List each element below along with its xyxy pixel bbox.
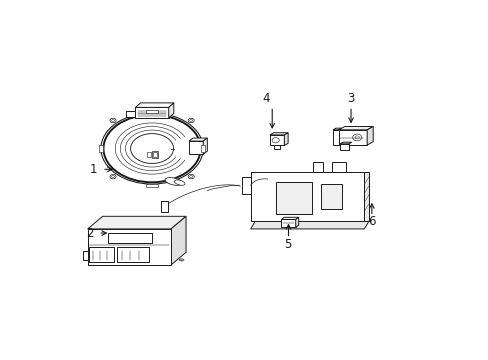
Polygon shape (332, 128, 341, 130)
Circle shape (110, 174, 116, 179)
Polygon shape (340, 142, 351, 144)
Polygon shape (161, 201, 167, 212)
Bar (153, 152, 157, 157)
Polygon shape (135, 103, 173, 107)
Polygon shape (281, 217, 298, 220)
Polygon shape (281, 220, 295, 227)
Text: 1: 1 (89, 163, 97, 176)
Ellipse shape (179, 259, 183, 261)
Ellipse shape (101, 113, 203, 184)
Polygon shape (332, 130, 338, 145)
Polygon shape (273, 145, 280, 149)
Polygon shape (188, 141, 203, 154)
Polygon shape (295, 217, 298, 227)
Polygon shape (126, 111, 135, 117)
Polygon shape (269, 135, 284, 145)
Polygon shape (338, 130, 366, 145)
Circle shape (188, 174, 194, 179)
Bar (145, 184, 158, 188)
Polygon shape (269, 133, 287, 135)
Bar (99, 145, 103, 152)
Polygon shape (364, 172, 368, 221)
Ellipse shape (130, 134, 173, 163)
Polygon shape (188, 138, 207, 141)
Polygon shape (135, 107, 168, 118)
Circle shape (352, 134, 361, 141)
Text: 3: 3 (346, 92, 354, 105)
Polygon shape (250, 221, 368, 229)
Bar (147, 152, 151, 157)
Polygon shape (366, 126, 372, 145)
Polygon shape (321, 184, 341, 209)
Polygon shape (117, 247, 148, 262)
Circle shape (110, 118, 116, 123)
Text: 4: 4 (262, 92, 270, 105)
Polygon shape (108, 233, 152, 243)
Polygon shape (332, 162, 346, 172)
Bar (151, 151, 158, 158)
Polygon shape (275, 181, 311, 214)
Text: 5: 5 (283, 238, 290, 251)
Bar (145, 109, 158, 113)
Text: 2: 2 (85, 226, 93, 240)
Polygon shape (87, 229, 171, 265)
Circle shape (271, 138, 279, 143)
Text: 6: 6 (367, 216, 375, 229)
Polygon shape (340, 144, 348, 150)
Polygon shape (87, 216, 185, 229)
Polygon shape (171, 216, 185, 265)
Polygon shape (203, 138, 207, 154)
Polygon shape (312, 162, 322, 172)
Bar (201, 145, 205, 152)
Polygon shape (89, 247, 114, 262)
Polygon shape (241, 176, 250, 194)
Polygon shape (284, 133, 287, 145)
Ellipse shape (164, 177, 182, 185)
Circle shape (188, 118, 194, 123)
Polygon shape (338, 126, 372, 130)
Polygon shape (168, 103, 173, 118)
Polygon shape (250, 172, 364, 221)
Polygon shape (82, 251, 87, 260)
Ellipse shape (174, 180, 184, 185)
